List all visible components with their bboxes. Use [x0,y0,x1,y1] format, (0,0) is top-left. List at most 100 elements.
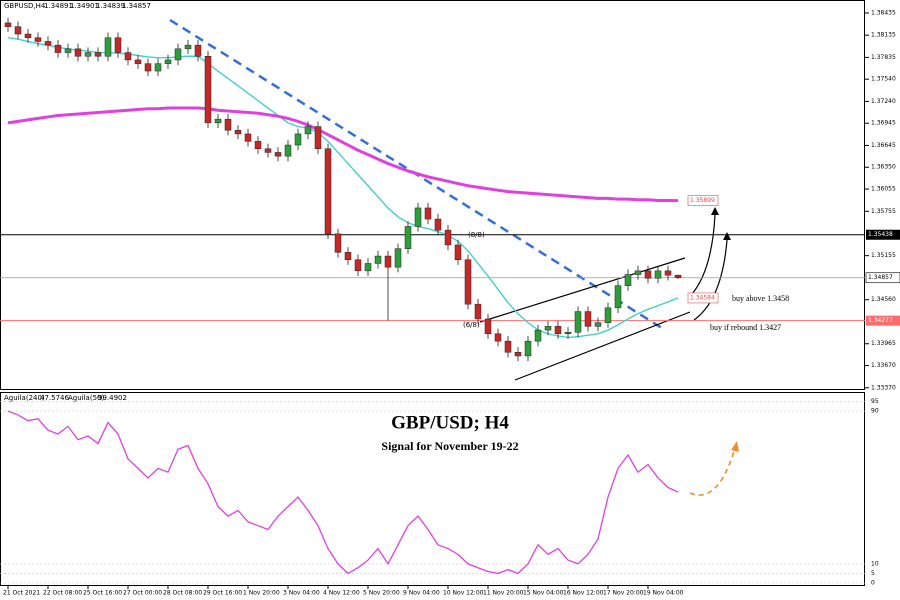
candle-body [384,255,392,268]
y-tick-label: 10 [871,560,879,567]
candle-body [404,226,412,249]
arrow [693,239,728,321]
moving-average [7,106,679,203]
candle-body [154,63,162,72]
murrey-label: (6/8) [463,321,480,329]
x-tick-label: 16 Nov 12:00 [563,590,604,597]
x-tick-label: 27 Oct 00:00 [123,590,162,597]
indicator-name: Aguila(240) [4,394,45,402]
candle-body [524,340,532,357]
indicator-line [7,410,679,575]
channel-lower [514,311,691,381]
candle-body [624,274,632,286]
candle-body [74,48,82,57]
x-tick-label: 1 Nov 20:00 [243,590,280,597]
candle-body [264,148,272,153]
x-tick-label: 9 Nov 04:00 [403,590,440,597]
candle-body [364,263,372,272]
candle-body [94,52,102,57]
candle-body [4,22,12,27]
candle-body [394,248,402,268]
x-tick-label: 22 Oct 08:00 [43,590,82,597]
candle-body [54,44,62,53]
y-tick-label: 1.33670 [871,362,896,369]
candle-body [544,326,552,331]
candle-body [234,129,242,135]
y-tick-label: 1.36945 [871,120,896,127]
title: GBP/USD; H4 [391,412,509,433]
candle-body [534,329,542,342]
y-tick-label: 1.35155 [871,252,896,259]
y-tick-label: 1.37835 [871,54,896,61]
symbol: GBPUSD,H4 [4,2,46,10]
x-tick-label: 21 Oct 2021 [3,590,40,597]
arrow [691,214,716,295]
candle-body [414,207,422,227]
ohlc-open: 1.34891 [44,2,73,10]
candle-body [124,52,132,61]
y-tick-label: 1.38135 [871,32,896,39]
candle-body [644,270,652,279]
candle-body [444,229,452,246]
candle-body [664,270,672,276]
candle-body [634,270,642,275]
annotation: buy above 1.3458 [732,294,789,303]
x-tick-label: 29 Oct 16:00 [203,590,242,597]
y-tick-label: 5 [871,570,875,577]
candle-body [574,311,582,333]
y-tick-label: 1.37540 [871,76,896,83]
candle-body [164,59,172,64]
y-tick-label: 1.36055 [871,186,896,193]
candle-body [514,352,522,357]
y-tick-label: 1.35755 [871,208,896,215]
candle-body [194,44,202,57]
ohlc-close: 1.34857 [122,2,151,10]
price-tag [865,272,900,284]
candle-body [374,255,382,264]
x-tick-label: 10 Nov 12:00 [443,590,484,597]
x-tick-label: 15 Nov 04:00 [523,590,564,597]
annotation: buy if rebound 1.3427 [710,323,781,332]
candle-body [334,233,342,253]
candle-body [654,270,662,279]
price-label: 1.34857 [868,274,893,281]
candle-body [314,126,322,149]
arrowhead [711,207,719,215]
candle-body [564,332,572,335]
candle-body [204,55,212,124]
arrowhead [723,232,731,240]
murrey-label: (8/8) [468,231,485,239]
y-tick-label: 90 [871,408,879,415]
x-tick-label: 28 Oct 08:00 [163,590,202,597]
candle-body [14,26,22,35]
candle-body [214,118,222,124]
candle-body [224,118,232,131]
y-tick-label: 1.36350 [871,164,896,171]
arrowhead [731,441,739,452]
candle-body [594,322,602,327]
candle-body [454,244,462,261]
forecast-arrow [689,447,736,496]
y-tick-label: 1.34560 [871,296,896,303]
candle-body [424,207,432,220]
indicator-value: 47.5746 [40,394,69,402]
candle-body [604,307,612,323]
ma-label: 1.35899 [690,197,715,204]
ohlc-high: 1.34901 [70,2,99,10]
candle-body [184,44,192,50]
candle-body [284,144,292,157]
candle-body [144,63,152,72]
ma-tag [687,195,719,206]
candle-body [44,41,52,46]
candle-body [494,333,502,342]
candle-body [674,274,682,278]
x-tick-label: 25 Oct 16:00 [83,590,122,597]
candle-body [254,141,262,149]
ohlc-low: 1.34839 [96,2,125,10]
candle-body [554,326,562,335]
candle-body [434,218,442,231]
candle-body [244,133,252,142]
candle-body [324,148,332,235]
candle-body [294,133,302,146]
